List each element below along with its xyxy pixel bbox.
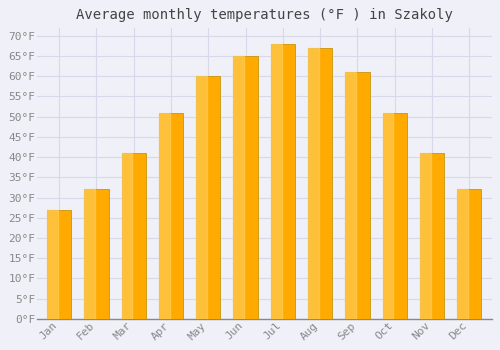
Bar [270, 44, 295, 319]
Bar [382, 113, 407, 319]
Bar [457, 189, 481, 319]
Bar [270, 44, 281, 319]
Bar [234, 56, 258, 319]
Bar [159, 113, 170, 319]
Bar [84, 189, 108, 319]
Bar [346, 72, 370, 319]
Bar [84, 189, 95, 319]
Bar [308, 48, 332, 319]
Bar [234, 56, 244, 319]
Title: Average monthly temperatures (°F ) in Szakoly: Average monthly temperatures (°F ) in Sz… [76, 8, 452, 22]
Bar [122, 153, 146, 319]
Bar [346, 72, 356, 319]
Bar [47, 210, 71, 319]
Bar [196, 76, 220, 319]
Bar [382, 113, 394, 319]
Bar [47, 210, 58, 319]
Bar [308, 48, 319, 319]
Bar [122, 153, 132, 319]
Bar [159, 113, 183, 319]
Bar [420, 153, 431, 319]
Bar [196, 76, 207, 319]
Bar [457, 189, 468, 319]
Bar [420, 153, 444, 319]
